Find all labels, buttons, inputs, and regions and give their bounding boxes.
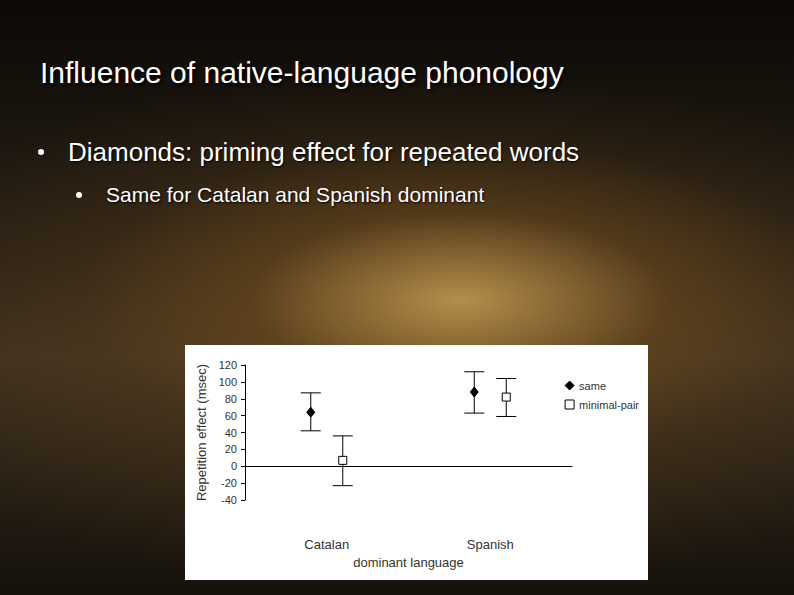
- svg-text:40: 40: [225, 427, 237, 439]
- svg-text:Catalan: Catalan: [304, 537, 349, 552]
- svg-text:60: 60: [225, 410, 237, 422]
- svg-text:20: 20: [225, 443, 237, 455]
- svg-text:same: same: [579, 380, 606, 392]
- svg-text:minimal-pair: minimal-pair: [579, 399, 639, 411]
- svg-text:100: 100: [219, 376, 237, 388]
- html-text:Influence of native-language p: Influence of native-language phonology: [40, 56, 564, 89]
- svg-text:Repetition effect (msec): Repetition effect (msec): [194, 364, 209, 501]
- html-text:Same for Catalan and Spanish d: Same for Catalan and Spanish dominant: [106, 183, 485, 206]
- svg-text:dominant language: dominant language: [353, 555, 464, 570]
- html-text:Diamonds: priming effect for r: Diamonds: priming effect for repeated wo…: [68, 137, 580, 167]
- svg-text:-20: -20: [221, 477, 237, 489]
- svg-text:Spanish: Spanish: [467, 537, 514, 552]
- svg-text:80: 80: [225, 393, 237, 405]
- svg-text:0: 0: [231, 460, 237, 472]
- svg-text:120: 120: [219, 359, 237, 371]
- svg-text:-40: -40: [221, 494, 237, 506]
